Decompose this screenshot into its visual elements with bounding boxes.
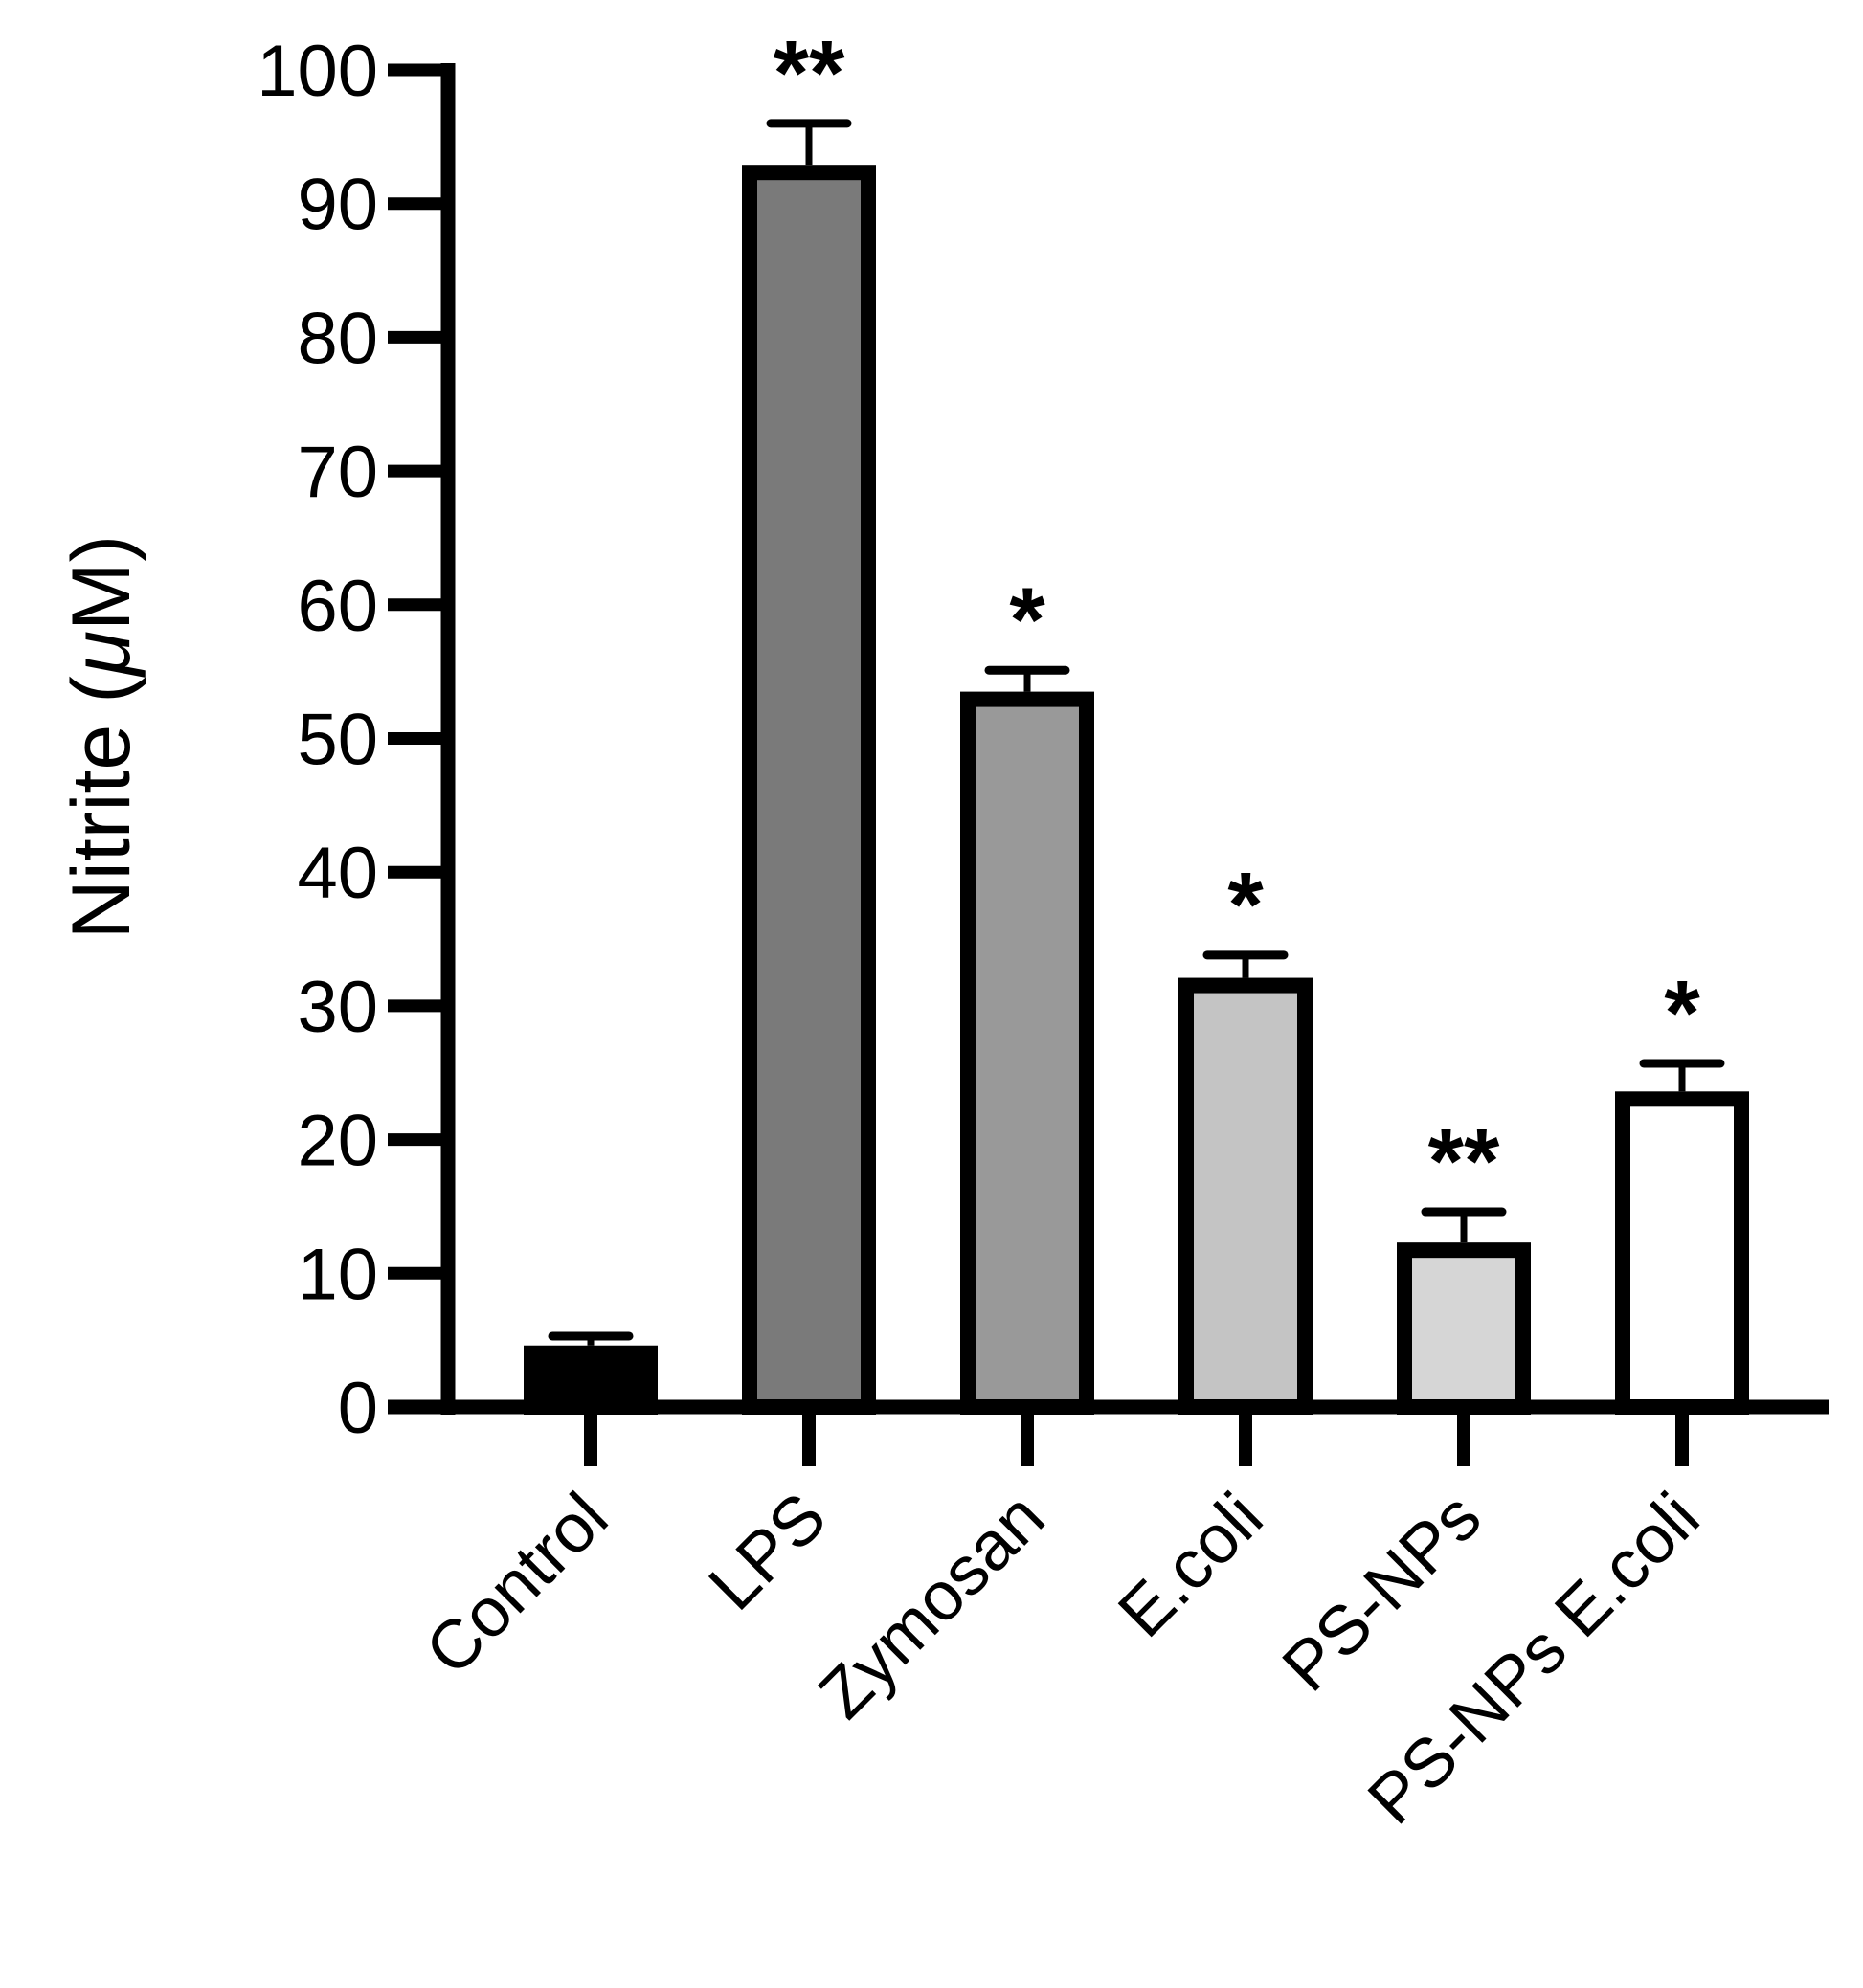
significance-marker: * <box>1664 962 1700 1064</box>
y-axis-label: Nitrite(μM) <box>56 535 147 940</box>
significance-marker: ** <box>774 22 845 124</box>
y-tick-label: 100 <box>257 31 378 112</box>
significance-marker: * <box>1009 569 1045 671</box>
y-axis-ticks: 0 10 20 30 40 50 60 70 80 90 100 <box>257 31 448 1449</box>
y-tick-label: 80 <box>297 298 378 379</box>
bar-e-coli: * <box>1178 854 1313 1466</box>
significance-marker: ** <box>1428 1110 1500 1213</box>
x-tick-label: Control <box>412 1479 623 1690</box>
y-tick-label: 90 <box>297 165 378 246</box>
bar-rect <box>1615 1091 1749 1415</box>
bar-rect <box>524 1345 658 1416</box>
x-tick-label: Zymosan <box>804 1479 1059 1733</box>
significance-marker: * <box>1227 854 1264 956</box>
bar-rect <box>1397 1242 1531 1415</box>
y-tick-label: 30 <box>297 967 378 1048</box>
y-tick-label: 70 <box>297 432 378 513</box>
bar-ps-nps-e-coli: * <box>1615 962 1749 1466</box>
bar-rect <box>960 691 1094 1415</box>
x-tick-label: E.coli <box>1104 1479 1277 1652</box>
y-tick-label: 60 <box>297 566 378 647</box>
y-tick-label: 20 <box>297 1101 378 1182</box>
y-tick-label: 0 <box>338 1368 378 1449</box>
bars: ******* <box>524 22 1749 1466</box>
bar-rect <box>742 165 876 1415</box>
y-tick-label: 40 <box>297 833 378 914</box>
bar-control <box>524 1331 658 1466</box>
x-tick-label: PS-NPs <box>1268 1479 1496 1707</box>
bar-zymosan: * <box>960 569 1094 1466</box>
y-tick-label: 50 <box>297 700 378 781</box>
y-tick-label: 10 <box>297 1234 378 1315</box>
bar-rect <box>1178 977 1313 1415</box>
bar-lps: ** <box>742 22 876 1466</box>
x-tick-label: LPS <box>695 1479 842 1625</box>
